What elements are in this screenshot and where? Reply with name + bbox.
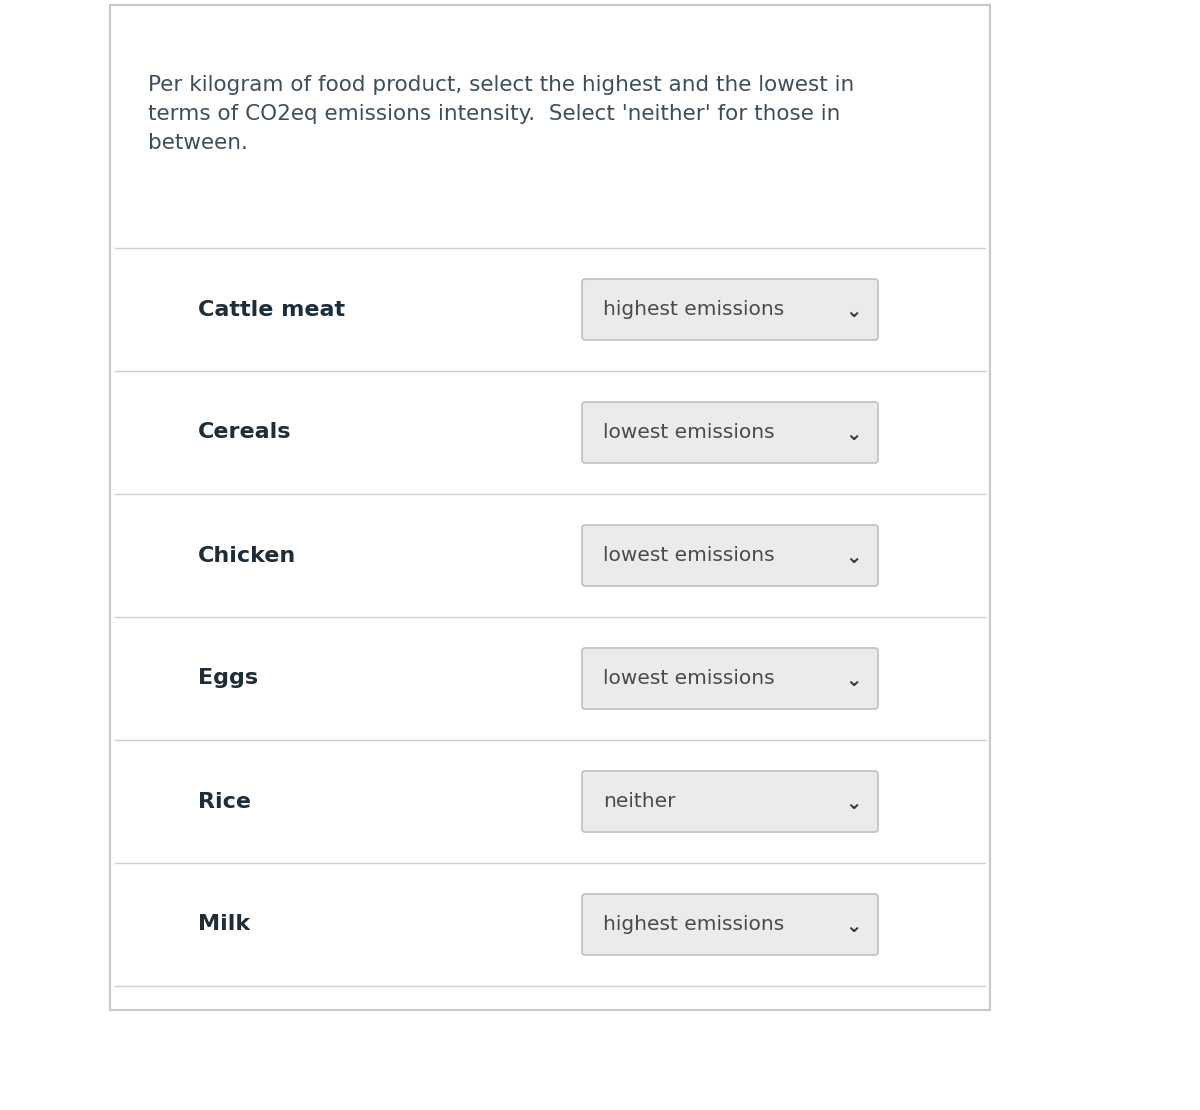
FancyBboxPatch shape bbox=[582, 771, 878, 832]
Text: ⌄: ⌄ bbox=[845, 425, 862, 444]
Text: Milk: Milk bbox=[198, 915, 250, 935]
Text: ⌄: ⌄ bbox=[845, 548, 862, 567]
Text: neither: neither bbox=[604, 793, 676, 811]
Text: Cereals: Cereals bbox=[198, 423, 292, 443]
Text: ⌄: ⌄ bbox=[845, 302, 862, 321]
FancyBboxPatch shape bbox=[582, 279, 878, 340]
Text: Per kilogram of food product, select the highest and the lowest in
terms of CO2e: Per kilogram of food product, select the… bbox=[148, 75, 854, 152]
Text: Rice: Rice bbox=[198, 791, 251, 811]
Text: lowest emissions: lowest emissions bbox=[604, 423, 775, 442]
Text: lowest emissions: lowest emissions bbox=[604, 546, 775, 565]
Text: highest emissions: highest emissions bbox=[604, 915, 785, 934]
FancyBboxPatch shape bbox=[582, 648, 878, 709]
FancyBboxPatch shape bbox=[582, 402, 878, 463]
Text: Eggs: Eggs bbox=[198, 668, 258, 688]
Text: ⌄: ⌄ bbox=[845, 794, 862, 813]
Text: Chicken: Chicken bbox=[198, 545, 296, 565]
FancyBboxPatch shape bbox=[582, 525, 878, 586]
Text: ⌄: ⌄ bbox=[845, 917, 862, 936]
Text: Cattle meat: Cattle meat bbox=[198, 300, 346, 320]
FancyBboxPatch shape bbox=[582, 894, 878, 955]
FancyBboxPatch shape bbox=[110, 6, 990, 1010]
Text: highest emissions: highest emissions bbox=[604, 300, 785, 319]
Text: ⌄: ⌄ bbox=[845, 672, 862, 690]
Text: lowest emissions: lowest emissions bbox=[604, 669, 775, 688]
